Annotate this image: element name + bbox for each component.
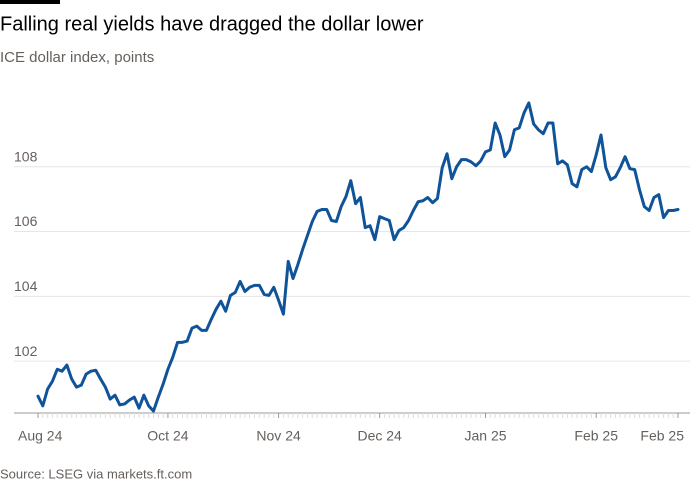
brand-bar: [0, 0, 60, 4]
y-tick-label: 106: [14, 213, 38, 229]
y-tick-label: 104: [14, 278, 38, 294]
chart-subtitle: ICE dollar index, points: [0, 49, 154, 66]
source-note: Source: LSEG via markets.ft.com: [0, 466, 192, 481]
x-tick-label: Aug 24: [18, 428, 63, 444]
y-tick-label: 108: [14, 148, 38, 164]
x-tick-label: Feb 25: [640, 428, 684, 444]
x-tick-label: Dec 24: [357, 428, 402, 444]
chart-title: Falling real yields have dragged the dol…: [0, 13, 424, 35]
x-tick-label: Oct 24: [147, 428, 188, 444]
x-tick-label: Jan 25: [464, 428, 506, 444]
y-tick-label: 102: [14, 343, 38, 359]
x-tick-label: Feb 25: [574, 428, 618, 444]
x-tick-label: Nov 24: [256, 428, 301, 444]
data-line: [36, 101, 680, 413]
